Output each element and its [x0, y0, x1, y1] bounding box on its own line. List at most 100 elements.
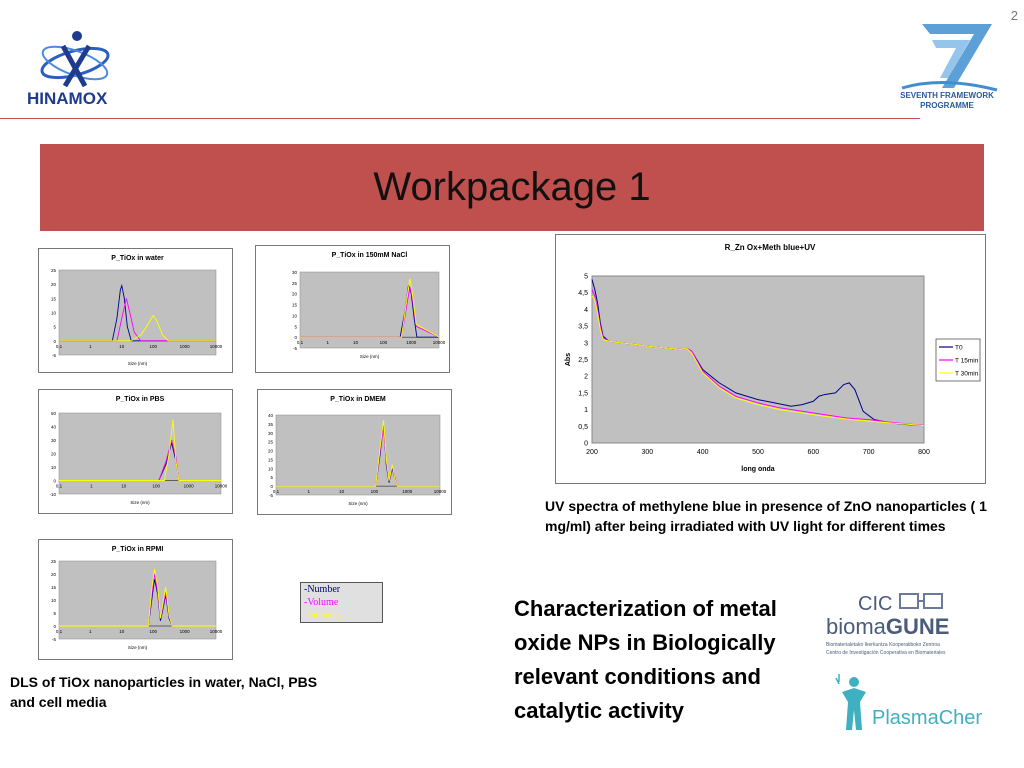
uv-y-tick-label: 2: [584, 374, 588, 381]
slide-title: Workpackage 1: [373, 165, 651, 209]
dls-chart-pbs-svg: P_TiOx in PBS -10 0 10 20 30 40 50 0,1 1 10 100 1000…: [49, 396, 228, 505]
dls-x-tick-label: 1: [90, 484, 93, 489]
dls-y-tick-label: 5: [53, 611, 56, 616]
dls-chart-nacl-svg: P_TiOx in 150mM NaCl -5 0 5 10 15 20 25 30 0,1 1 10…: [292, 252, 446, 359]
dls-x-tick-label: 10000: [210, 629, 223, 634]
uv-y-tick-label: 4,5: [578, 290, 588, 297]
dls-series-line: [59, 419, 221, 481]
dls-chart-title: P_TiOx in DMEM: [330, 396, 386, 403]
dls-x-tick-label: 100: [149, 344, 157, 349]
dls-x-tick-label: 1000: [180, 629, 191, 634]
dls-series-line: [300, 278, 440, 338]
dls-x-tick-label: 10: [121, 484, 127, 489]
characterization-text: Characterization of metal oxide NPs in B…: [514, 596, 777, 723]
uv-y-axis-label: Abs: [565, 353, 572, 366]
dls-x-tick-label: 10: [339, 489, 345, 494]
uv-x-axis-label: long onda: [741, 466, 775, 473]
uv-y-tick-label: 5: [584, 274, 588, 281]
dls-y-tick-label: 20: [292, 292, 298, 297]
dls-y-tick-label: 0: [53, 624, 56, 629]
dls-chart-rpmi-svg: P_TiOx in RPMI -5 0 5 10 15 20 25 0,1 1 10 100 1000 1…: [51, 546, 223, 650]
title-bar: Workpackage 1: [40, 144, 984, 231]
dls-legend: -Number -Volume -Intensity: [300, 582, 383, 623]
dls-y-tick-label: 50: [51, 411, 57, 416]
dls-y-tick-label: 20: [51, 452, 57, 457]
dls-caption: DLS of TiOx nanoparticles in water, NaCl…: [10, 674, 318, 710]
dls-y-tick-label: 40: [268, 413, 274, 418]
uv-y-tick-label: 1,5: [578, 390, 588, 397]
dls-x-axis-label: Size (nm): [348, 501, 368, 506]
dls-y-tick-label: -10: [49, 492, 56, 497]
dls-y-tick-label: 0: [270, 484, 273, 489]
dls-plot-area: [58, 269, 217, 356]
slide-number: 2: [1010, 8, 1018, 23]
dls-series-line: [276, 420, 440, 487]
dls-y-tick-label: 5: [53, 325, 56, 330]
dls-x-tick-label: 0,1: [56, 344, 63, 349]
uv-chart-svg: R_Zn Ox+Meth blue+UV 0 0,5 1 1,5 2 2,5 3 3,5 4 4,5…: [565, 243, 981, 473]
header-divider: [0, 118, 920, 119]
dls-x-tick-label: 0,1: [273, 489, 280, 494]
dls-y-tick-label: 0: [294, 335, 297, 340]
uv-chart-title: R_Zn Ox+Meth blue+UV: [725, 243, 816, 252]
dls-x-tick-label: 10: [119, 629, 125, 634]
dls-x-tick-label: 1: [308, 489, 311, 494]
cic-sub2: Centro de Investigación Cooperativa en B…: [826, 650, 946, 656]
dls-y-tick-label: -5: [52, 353, 56, 358]
dls-chart-dmem: P_TiOx in DMEM -5 0 5 10 15 20 25 30 35 40 0,1 1 10 10…: [257, 389, 452, 515]
dls-y-tick-label: 15: [51, 585, 57, 590]
dls-y-tick-label: 20: [268, 449, 274, 454]
dls-x-tick-label: 10: [353, 340, 359, 345]
uv-plot-area: [591, 275, 925, 444]
dls-y-tick-label: 10: [51, 311, 57, 316]
dls-y-tick-label: 20: [51, 282, 57, 287]
uv-x-tick-label: 300: [641, 449, 653, 456]
dls-y-tick-label: 25: [268, 440, 274, 445]
uv-caption: UV spectra of methylene blue in presence…: [545, 498, 987, 534]
uv-chart: R_Zn Ox+Meth blue+UV 0 0,5 1 1,5 2 2,5 3 3,5 4 4,5…: [555, 234, 986, 484]
dls-chart-water-svg: P_TiOx in water -5 0 5 10 15 20 25 0,1 1 10 100 1000…: [51, 255, 223, 366]
dls-x-axis-label: Size (nm): [128, 361, 148, 366]
fp7-line2: PROGRAMME: [920, 101, 974, 110]
dls-x-tick-label: 10000: [434, 489, 447, 494]
uv-y-tick-label: 1: [584, 407, 588, 414]
legend-number: -Number: [304, 584, 341, 595]
dls-chart-title: P_TiOx in 150mM NaCl: [332, 252, 408, 259]
dls-plot-area: [299, 271, 440, 349]
dls-y-tick-label: 25: [51, 268, 57, 273]
dls-chart-water: P_TiOx in water -5 0 5 10 15 20 25 0,1 1 10 100 1000…: [38, 248, 233, 373]
dls-chart-nacl: P_TiOx in 150mM NaCl -5 0 5 10 15 20 25 30 0,1 1 10…: [255, 245, 450, 373]
hinamox-logo: HINAMOX: [25, 28, 125, 108]
fp7-line1: SEVENTH FRAMEWORK: [900, 91, 994, 100]
dls-x-tick-label: 0,1: [297, 340, 304, 345]
dls-y-tick-label: 25: [292, 281, 298, 286]
dls-y-tick-label: 10: [292, 313, 298, 318]
dls-y-tick-label: 5: [294, 324, 297, 329]
dls-chart-title: P_TiOx in RPMI: [112, 546, 164, 553]
uv-x-tick-label: 500: [752, 449, 764, 456]
dls-x-tick-label: 100: [380, 340, 388, 345]
plasmachem-text: PlasmaChem: [872, 707, 982, 729]
dls-y-tick-label: 0: [53, 479, 56, 484]
dls-y-tick-label: -5: [269, 493, 273, 498]
uv-y-tick-label: 4: [584, 307, 588, 314]
dls-x-tick-label: 1000: [402, 489, 413, 494]
dls-x-tick-label: 1: [89, 629, 92, 634]
cic-bioma: bioma: [826, 614, 887, 639]
dls-x-tick-label: 100: [149, 629, 157, 634]
dls-x-tick-label: 10000: [215, 484, 228, 489]
dls-plot-area: [58, 412, 222, 495]
dls-y-tick-label: 35: [268, 422, 274, 427]
uv-x-tick-label: 200: [586, 449, 598, 456]
uv-x-tick-label: 400: [697, 449, 709, 456]
dls-x-axis-label: Size (nm): [128, 645, 148, 650]
uv-y-tick-label: 0: [584, 441, 588, 448]
dls-y-tick-label: 15: [268, 457, 274, 462]
dls-x-tick-label: 1000: [406, 340, 417, 345]
dls-chart-pbs: P_TiOx in PBS -10 0 10 20 30 40 50 0,1 1 10 100 1000…: [38, 389, 233, 514]
dls-plot-area: [58, 560, 217, 640]
dls-y-tick-label: 0: [53, 339, 56, 344]
dls-series-line: [59, 298, 216, 342]
dls-y-tick-label: 5: [270, 475, 273, 480]
dls-y-tick-label: 10: [51, 598, 57, 603]
